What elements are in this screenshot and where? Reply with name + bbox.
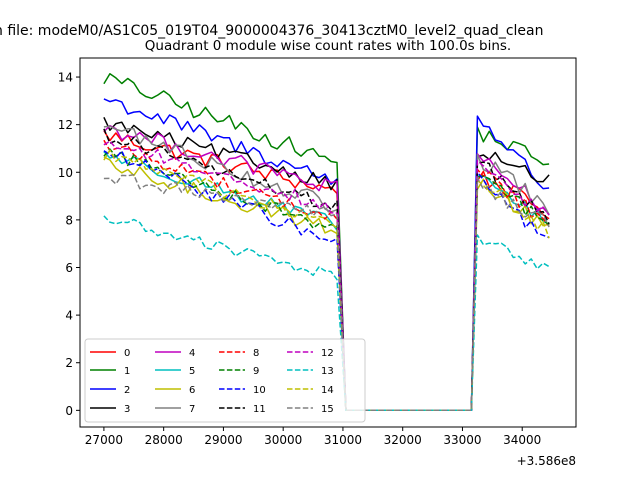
plot-frame: [79, 57, 577, 428]
legend-label-11: 11: [253, 404, 266, 415]
x-axis: 27000 28000 29000 30000 31000 32000 33000 34000: [85, 427, 541, 447]
x-tick-label: 34000: [503, 433, 541, 447]
x-tick-label: 32000: [384, 433, 422, 447]
legend-label-3: 3: [124, 404, 130, 415]
legend-label-12: 12: [321, 348, 334, 359]
y-tick-label: 6: [65, 261, 73, 275]
series-line-12: [103, 140, 550, 412]
legend-label-8: 8: [253, 348, 259, 359]
chart-title: Quadrant 0 module wise count rates with …: [145, 38, 511, 54]
legend-label-0: 0: [124, 348, 130, 359]
y-axis: 0 2 4 6 8 10 12 14: [58, 71, 80, 418]
y-tick-label: 0: [65, 404, 73, 418]
y-tick-label: 12: [58, 118, 73, 132]
series-line-13: [103, 215, 550, 412]
legend-label-9: 9: [253, 366, 259, 377]
figure-suptitle: n file: modeM0/AS1C05_019T04_9000004376_…: [0, 23, 543, 39]
y-tick-label: 14: [58, 71, 73, 85]
x-tick-label: 30000: [264, 433, 302, 447]
series-layer: [103, 73, 550, 412]
legend-label-6: 6: [189, 385, 195, 396]
legend-label-14: 14: [321, 385, 334, 396]
x-tick-label: 29000: [204, 433, 242, 447]
y-tick-label: 2: [65, 356, 73, 370]
x-tick-label: 33000: [443, 433, 481, 447]
legend-label-15: 15: [321, 404, 334, 415]
legend-label-13: 13: [321, 366, 334, 377]
y-tick-label: 8: [65, 213, 73, 227]
legend-label-10: 10: [253, 385, 266, 396]
legend-label-1: 1: [124, 366, 130, 377]
legend-label-5: 5: [189, 366, 195, 377]
x-tick-label: 28000: [145, 433, 183, 447]
x-tick-label: 31000: [324, 433, 362, 447]
legend-label-4: 4: [189, 348, 195, 359]
legend-label-7: 7: [189, 404, 195, 415]
x-offset-label: +3.586e8: [517, 454, 576, 468]
series-line-15: [103, 174, 550, 412]
legend-frame: [84, 338, 366, 423]
legend-label-2: 2: [124, 385, 130, 396]
y-tick-label: 4: [65, 309, 73, 323]
y-tick-label: 10: [58, 166, 73, 180]
x-tick-label: 27000: [85, 433, 123, 447]
